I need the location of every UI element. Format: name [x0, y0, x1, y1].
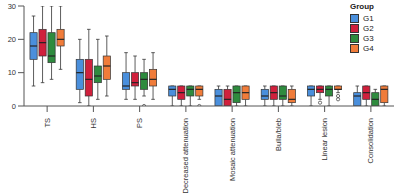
- svg-text:Consolidation: Consolidation: [366, 118, 375, 163]
- svg-text:HS: HS: [89, 118, 98, 128]
- svg-text:Bulla/bleb: Bulla/bleb: [274, 118, 283, 151]
- svg-text:Mosaic attenuation: Mosaic attenuation: [228, 118, 237, 181]
- svg-text:PS: PS: [135, 118, 144, 128]
- svg-text:20: 20: [8, 35, 16, 44]
- svg-text:Linear lesion: Linear lesion: [320, 118, 329, 161]
- svg-text:10: 10: [8, 68, 16, 77]
- html-text:G3: G3: [363, 33, 374, 43]
- html-text:G1: G1: [363, 13, 374, 23]
- html-text:G2: G2: [363, 23, 374, 33]
- html-text:G4: G4: [363, 43, 374, 53]
- svg-text:TS: TS: [43, 118, 52, 128]
- svg-text:Decreased attenuation: Decreased attenuation: [181, 118, 190, 193]
- svg-text:0: 0: [12, 102, 16, 111]
- html-text:Group: Group: [350, 2, 374, 11]
- svg-text:30: 30: [8, 2, 16, 11]
